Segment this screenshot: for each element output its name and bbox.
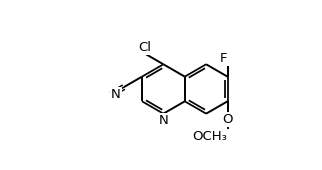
Text: Cl: Cl xyxy=(139,41,152,54)
Text: F: F xyxy=(220,52,228,65)
Text: N: N xyxy=(111,88,121,101)
Text: OCH₃: OCH₃ xyxy=(193,130,228,143)
Text: O: O xyxy=(222,113,233,126)
Text: N: N xyxy=(158,114,168,127)
